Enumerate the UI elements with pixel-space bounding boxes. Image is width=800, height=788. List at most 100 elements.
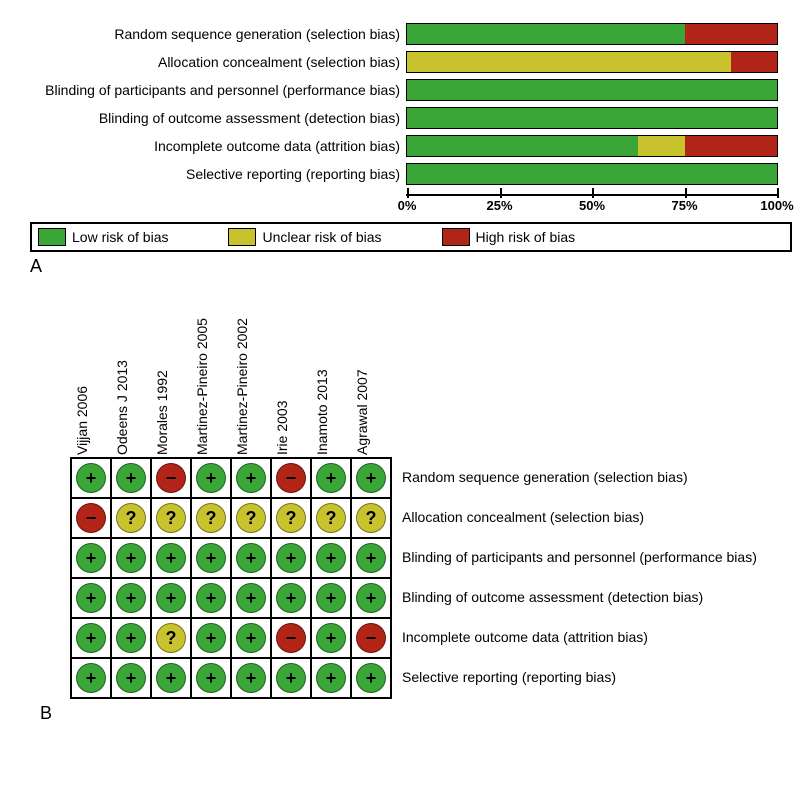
study-header-text: Martinez-Pineiro 2002 xyxy=(234,318,250,455)
axis-tick-label: 100% xyxy=(760,198,793,213)
matrix-cell: + xyxy=(111,538,151,578)
matrix-cell: + xyxy=(191,618,231,658)
risk-circle-low: + xyxy=(196,623,226,653)
risk-circle-low: + xyxy=(116,663,146,693)
risk-circle-unclear: ? xyxy=(116,503,146,533)
risk-circle-low: + xyxy=(316,543,346,573)
risk-circle-low: + xyxy=(116,623,146,653)
bar-row: Blinding of outcome assessment (detectio… xyxy=(30,104,790,132)
axis-tick xyxy=(777,188,779,198)
matrix-cell: + xyxy=(311,658,351,698)
risk-circle-unclear: ? xyxy=(156,623,186,653)
risk-circle-low: + xyxy=(236,623,266,653)
risk-circle-low: + xyxy=(236,583,266,613)
axis-tick xyxy=(592,188,594,198)
matrix-cell: + xyxy=(271,538,311,578)
axis-tick-label: 0% xyxy=(398,198,417,213)
matrix-row: ++++++++ xyxy=(71,578,391,618)
domain-label: Blinding of participants and personnel (… xyxy=(402,537,757,577)
risk-circle-low: + xyxy=(116,583,146,613)
legend-item: Unclear risk of bias xyxy=(228,228,381,246)
risk-of-bias-matrix: ++−++−++−???????++++++++++++++++++?++−+−… xyxy=(70,457,392,699)
panel-b-label: B xyxy=(40,703,770,724)
bar-label: Blinding of outcome assessment (detectio… xyxy=(30,110,406,126)
legend-label: High risk of bias xyxy=(476,229,576,245)
matrix-cell: − xyxy=(151,458,191,498)
axis-tick xyxy=(407,188,409,198)
risk-circle-low: + xyxy=(316,463,346,493)
matrix-cell: + xyxy=(311,538,351,578)
matrix-cell: ? xyxy=(231,498,271,538)
matrix-cell: + xyxy=(271,658,311,698)
bar-row: Random sequence generation (selection bi… xyxy=(30,20,790,48)
bar-track xyxy=(406,51,778,73)
risk-circle-low: + xyxy=(76,583,106,613)
study-headers: Vijjan 2006Odeens J 2013Morales 1992Mart… xyxy=(70,317,770,457)
bar-track xyxy=(406,135,778,157)
domain-label: Incomplete outcome data (attrition bias) xyxy=(402,617,757,657)
risk-circle-low: + xyxy=(236,663,266,693)
risk-circle-low: + xyxy=(276,543,306,573)
matrix-cell: ? xyxy=(151,498,191,538)
risk-circle-low: + xyxy=(116,543,146,573)
barchart-legend: Low risk of bias Unclear risk of bias High… xyxy=(30,222,792,252)
study-header-text: Agrawal 2007 xyxy=(354,369,370,455)
risk-circle-low: + xyxy=(276,583,306,613)
domain-label: Random sequence generation (selection bi… xyxy=(402,457,757,497)
matrix-cell: − xyxy=(271,458,311,498)
risk-circle-high: − xyxy=(356,623,386,653)
panel-a-label: A xyxy=(30,256,790,277)
matrix-cell: + xyxy=(71,458,111,498)
matrix-cell: ? xyxy=(311,498,351,538)
matrix-cell: + xyxy=(231,458,271,498)
bar-label: Random sequence generation (selection bi… xyxy=(30,26,406,42)
risk-circle-low: + xyxy=(196,663,226,693)
risk-circle-low: + xyxy=(276,663,306,693)
risk-circle-low: + xyxy=(156,543,186,573)
matrix-cell: + xyxy=(351,658,391,698)
matrix-cell: + xyxy=(151,538,191,578)
study-header-text: Irie 2003 xyxy=(274,401,290,455)
risk-circle-low: + xyxy=(76,543,106,573)
panel-a: Random sequence generation (selection bi… xyxy=(30,20,790,277)
risk-circle-low: + xyxy=(316,623,346,653)
matrix-cell: ? xyxy=(151,618,191,658)
risk-circle-low: + xyxy=(356,583,386,613)
matrix-cell: + xyxy=(111,458,151,498)
matrix-row: −??????? xyxy=(71,498,391,538)
matrix-cell: − xyxy=(351,618,391,658)
bar-segment-low xyxy=(407,108,777,128)
bar-segment-unclear xyxy=(407,52,731,72)
matrix-row: ++++++++ xyxy=(71,538,391,578)
risk-circle-low: + xyxy=(196,463,226,493)
risk-circle-high: − xyxy=(276,463,306,493)
legend-item: Low risk of bias xyxy=(38,228,168,246)
risk-circle-low: + xyxy=(196,543,226,573)
bar-row: Blinding of participants and personnel (… xyxy=(30,76,790,104)
legend-swatch xyxy=(38,228,66,246)
matrix-cell: + xyxy=(191,578,231,618)
matrix-cell: + xyxy=(231,618,271,658)
risk-circle-unclear: ? xyxy=(316,503,346,533)
legend-item: High risk of bias xyxy=(442,228,576,246)
risk-circle-low: + xyxy=(316,663,346,693)
axis-tick-label: 25% xyxy=(486,198,512,213)
bar-label: Allocation concealment (selection bias) xyxy=(30,54,406,70)
matrix-cell: + xyxy=(311,458,351,498)
risk-circle-low: + xyxy=(356,463,386,493)
bar-label: Incomplete outcome data (attrition bias) xyxy=(30,138,406,154)
bar-segment-unclear xyxy=(638,136,684,156)
risk-circle-low: + xyxy=(76,463,106,493)
legend-swatch xyxy=(442,228,470,246)
axis-tick-label: 50% xyxy=(579,198,605,213)
matrix-cell: + xyxy=(191,658,231,698)
matrix-cell: − xyxy=(71,498,111,538)
risk-circle-low: + xyxy=(236,543,266,573)
bar-row: Allocation concealment (selection bias) xyxy=(30,48,790,76)
matrix-cell: + xyxy=(231,578,271,618)
matrix-cell: + xyxy=(231,658,271,698)
matrix-cell: + xyxy=(271,578,311,618)
risk-circle-unclear: ? xyxy=(236,503,266,533)
risk-circle-unclear: ? xyxy=(196,503,226,533)
risk-circle-low: + xyxy=(156,583,186,613)
